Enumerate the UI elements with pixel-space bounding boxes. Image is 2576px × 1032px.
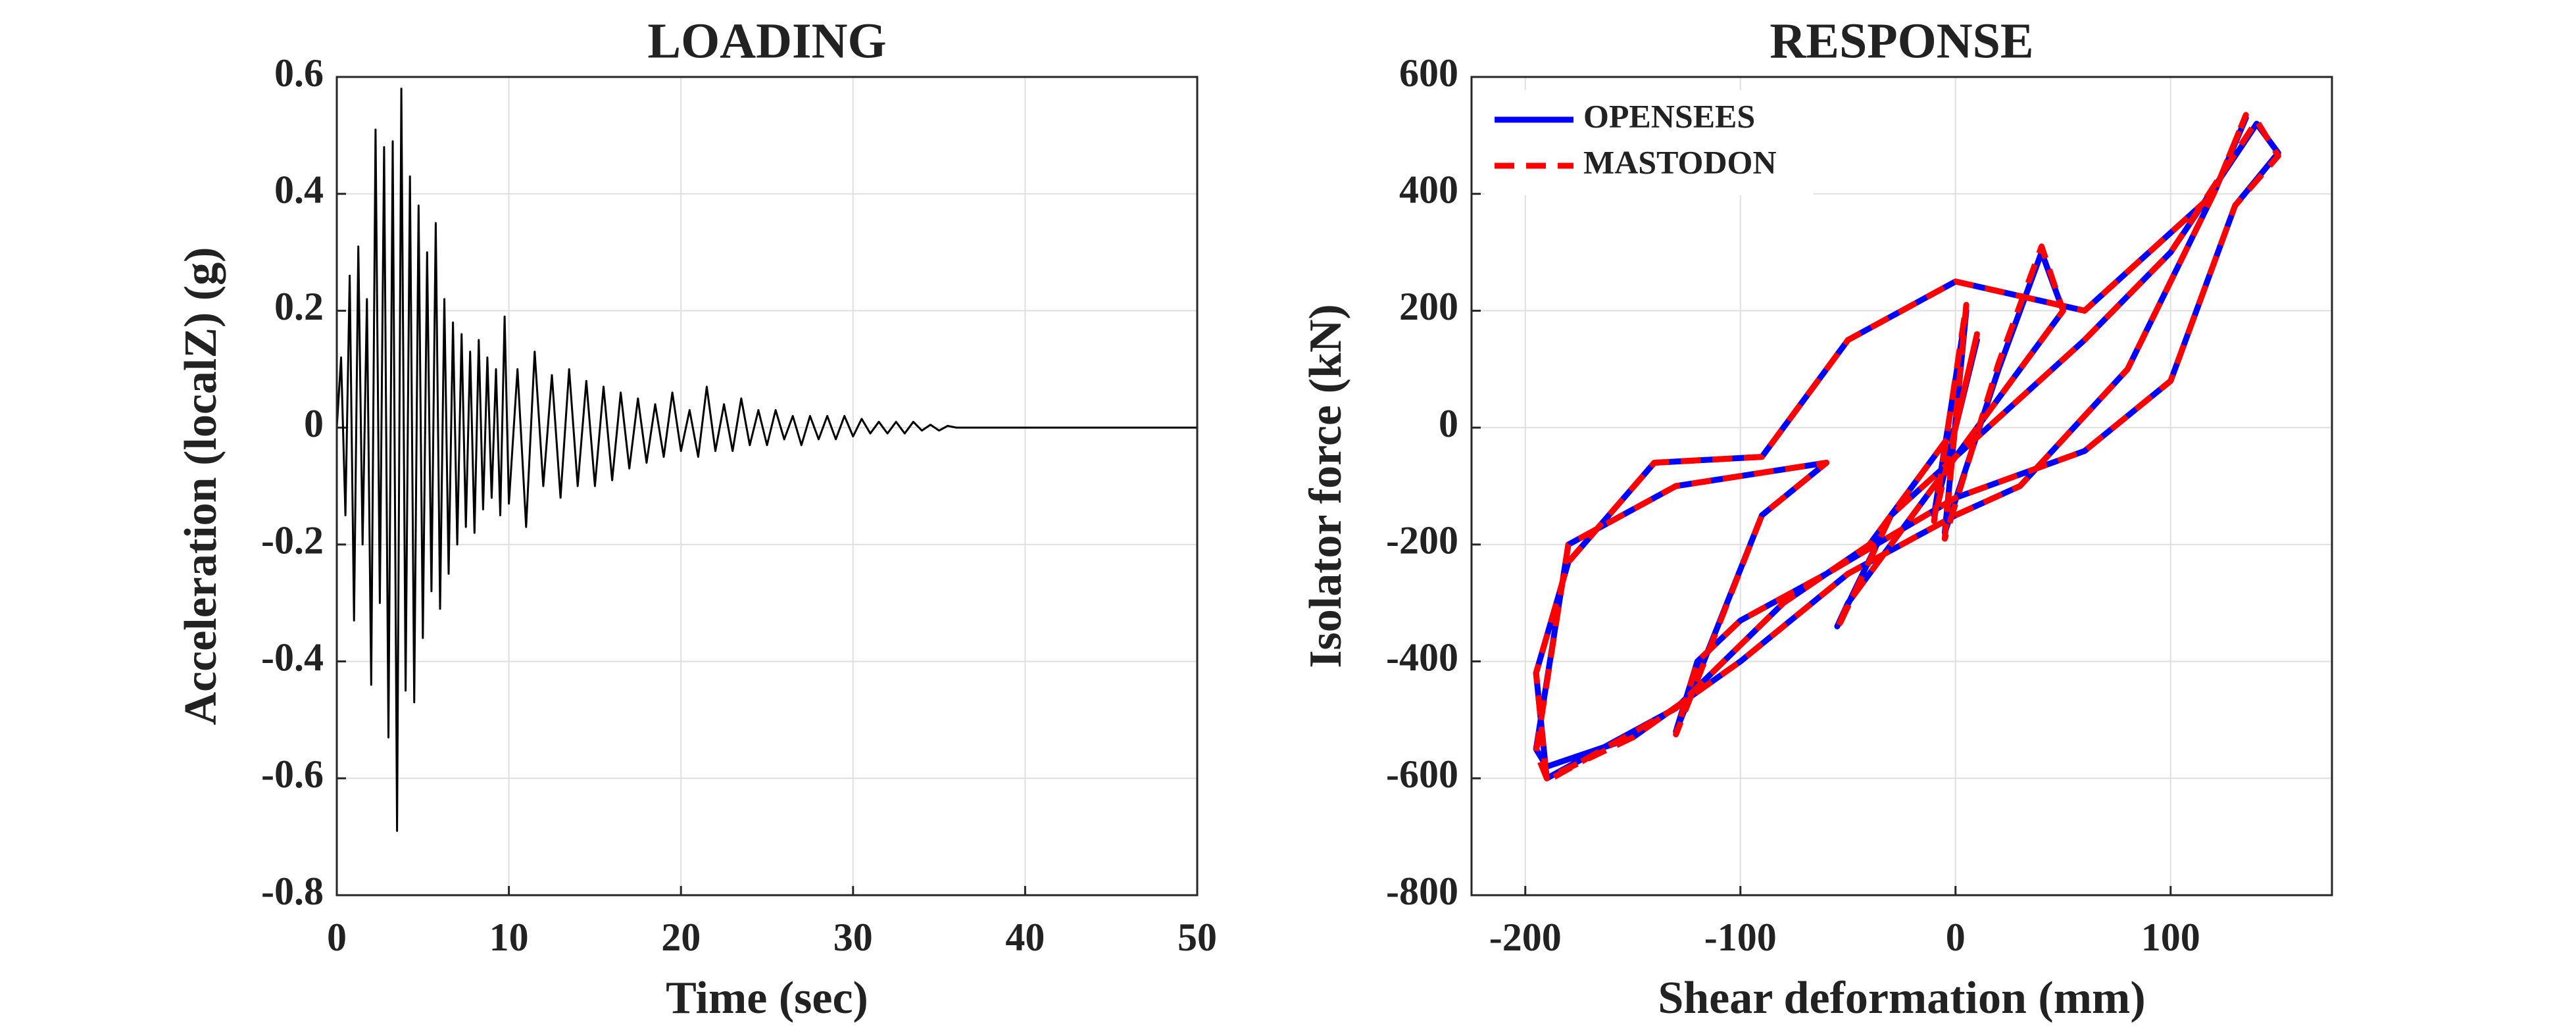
- y-tick-label: -800: [1386, 870, 1458, 913]
- y-tick-label: 0.2: [274, 285, 324, 328]
- y-axis-label: Isolator force (kN): [1300, 304, 1351, 668]
- y-tick-label: 600: [1399, 51, 1458, 95]
- x-tick-label: -200: [1489, 916, 1562, 959]
- data-line: [1533, 112, 2281, 785]
- y-tick-label: -0.4: [261, 635, 324, 679]
- axes-box: [335, 76, 1199, 897]
- x-axis-label: Shear deformation (mm): [1658, 973, 2145, 1023]
- x-tick-label: 50: [1177, 916, 1217, 959]
- x-tick-label: 0: [327, 916, 347, 959]
- plot-area: [337, 77, 1197, 895]
- x-tick-label: 0: [1946, 916, 1966, 959]
- y-tick-label: 0: [1439, 402, 1458, 445]
- x-tick-label: 20: [661, 916, 701, 959]
- y-tick-label: -0.2: [261, 519, 324, 562]
- y-tick-label: -0.8: [261, 870, 324, 913]
- data-line: [335, 87, 1197, 832]
- x-tick-label: 30: [833, 916, 873, 959]
- chart-title: RESPONSE: [1770, 13, 2033, 68]
- y-axis-label: Acceleration (localZ) (g): [176, 247, 226, 725]
- y-tick-label: -200: [1386, 519, 1458, 562]
- legend-box: [1485, 90, 1814, 195]
- y-tick-label: -600: [1386, 752, 1458, 796]
- x-tick-label: 100: [2141, 916, 2200, 959]
- x-tick-label: -100: [1704, 916, 1777, 959]
- chart-title: LOADING: [647, 13, 886, 68]
- x-tick-label: 40: [1005, 916, 1045, 959]
- legend-label: MASTODON: [1583, 143, 1777, 180]
- x-tick-label: 10: [489, 916, 529, 959]
- y-tick-label: -0.6: [261, 752, 324, 796]
- x-axis-label: Time (sec): [666, 973, 868, 1023]
- y-tick-label: 0.6: [274, 51, 324, 95]
- y-tick-label: 0: [304, 402, 324, 445]
- legend-label: OPENSEES: [1583, 97, 1755, 134]
- axes-box: [1470, 76, 2333, 897]
- y-tick-label: 400: [1399, 168, 1458, 211]
- y-tick-label: -400: [1386, 635, 1458, 679]
- y-tick-label: 0.4: [274, 168, 324, 211]
- y-tick-label: 200: [1399, 285, 1458, 328]
